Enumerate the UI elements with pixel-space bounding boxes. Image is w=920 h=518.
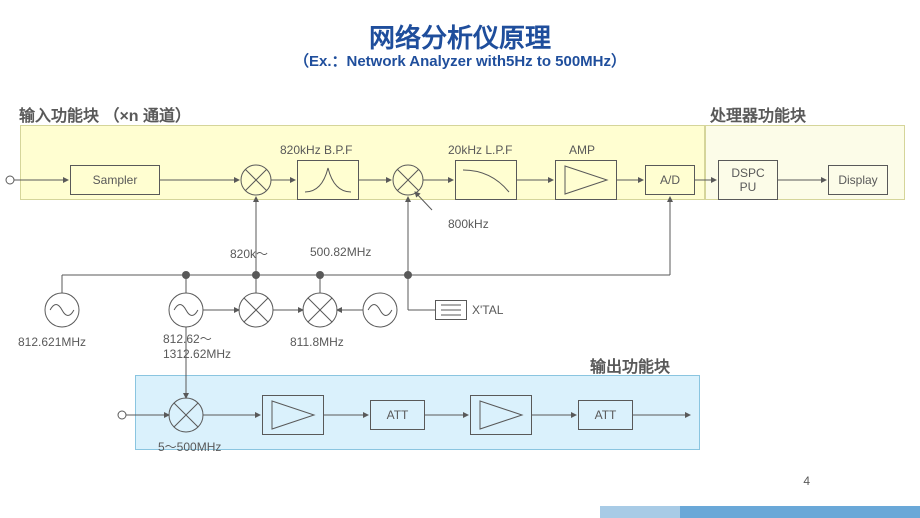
page-number: 4 [803, 474, 810, 488]
dspcpu-box: DSPC PU [718, 160, 778, 200]
xtal-box [435, 300, 467, 320]
l812621-label: 812.621MHz [18, 335, 86, 349]
display-box: Display [828, 165, 888, 195]
amp-box [555, 160, 617, 200]
l812_1312-label: 812.62～ 1312.62MHz [163, 330, 231, 361]
lxtal-label: X'TAL [472, 303, 503, 317]
l500_82-label: 500.82MHz [310, 245, 371, 259]
l820k-label: 820k～ [230, 245, 268, 262]
output-section-label: 输出功能块 [590, 353, 670, 377]
input-section-label: 输入功能块 （×n 通道） [19, 102, 191, 126]
footer-bar-dark [680, 506, 920, 518]
bpf-label: 820kHz B.P.F [280, 143, 352, 157]
l811_8-label: 811.8MHz [290, 335, 344, 349]
page-subtitle: （Ex.：Network Analyzer with5Hz to 500MHz） [0, 50, 920, 71]
ad-box: A/D [645, 165, 695, 195]
processor-section-label: 处理器功能块 [710, 102, 806, 126]
lpf-label: 20kHz L.P.F [448, 143, 512, 157]
l5_500-label: 5～500MHz [158, 438, 221, 455]
amp-label: AMP [569, 143, 595, 157]
sampler-box: Sampler [70, 165, 160, 195]
att1-box: ATT [370, 400, 425, 430]
l800k-label: 800kHz [448, 217, 489, 231]
amp3-box [470, 395, 532, 435]
amp2-box [262, 395, 324, 435]
bpf-box [297, 160, 359, 200]
lpf-box [455, 160, 517, 200]
att2-box: ATT [578, 400, 633, 430]
